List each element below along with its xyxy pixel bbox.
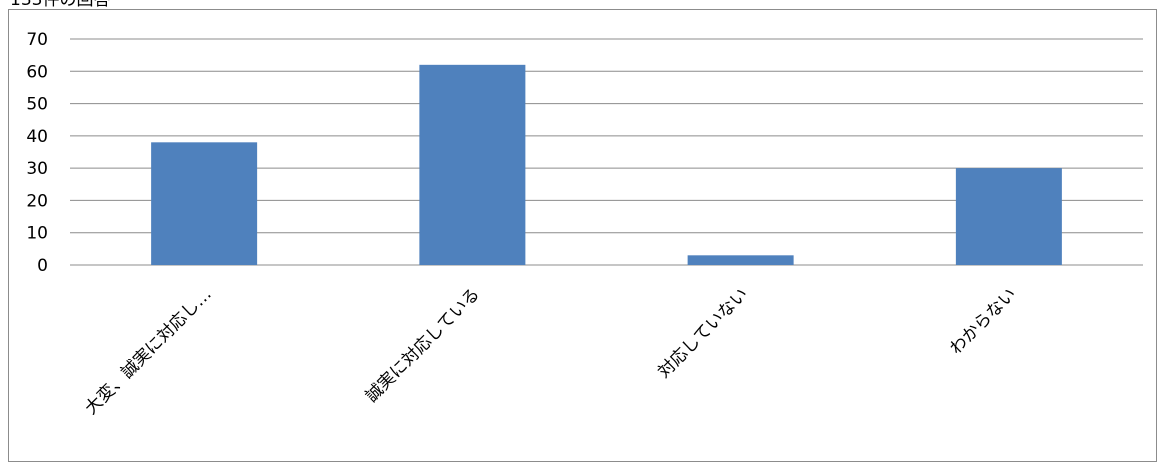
x-axis-category-labels: 大変、誠実に対応し… 誠実に対応している 対応していない わからない [81, 284, 1020, 418]
y-tick-label: 70 [26, 30, 48, 50]
bar-1 [151, 142, 258, 265]
y-tick-label: 50 [26, 95, 48, 115]
x-category-label: わからない [946, 284, 1020, 358]
x-category-label: 対応していない [654, 284, 752, 382]
bar-2 [419, 64, 526, 265]
bar-3 [687, 255, 794, 265]
x-category-label: 誠実に対応している [362, 284, 484, 406]
chart-frame [8, 9, 1157, 462]
y-tick-label: 20 [26, 191, 48, 211]
y-tick-label: 40 [26, 127, 48, 147]
chart-caption: 133件の回答 [10, 0, 111, 10]
x-category-label: 大変、誠実に対応し… [81, 284, 215, 418]
y-tick-label: 60 [26, 62, 48, 82]
bars [151, 64, 1062, 265]
bar-4 [955, 168, 1062, 265]
y-tick-label: 30 [26, 159, 48, 179]
y-tick-label: 10 [26, 224, 48, 244]
y-tick-label: 0 [37, 256, 48, 276]
y-axis-tick-labels: 0 10 20 30 40 50 60 70 [26, 30, 48, 276]
